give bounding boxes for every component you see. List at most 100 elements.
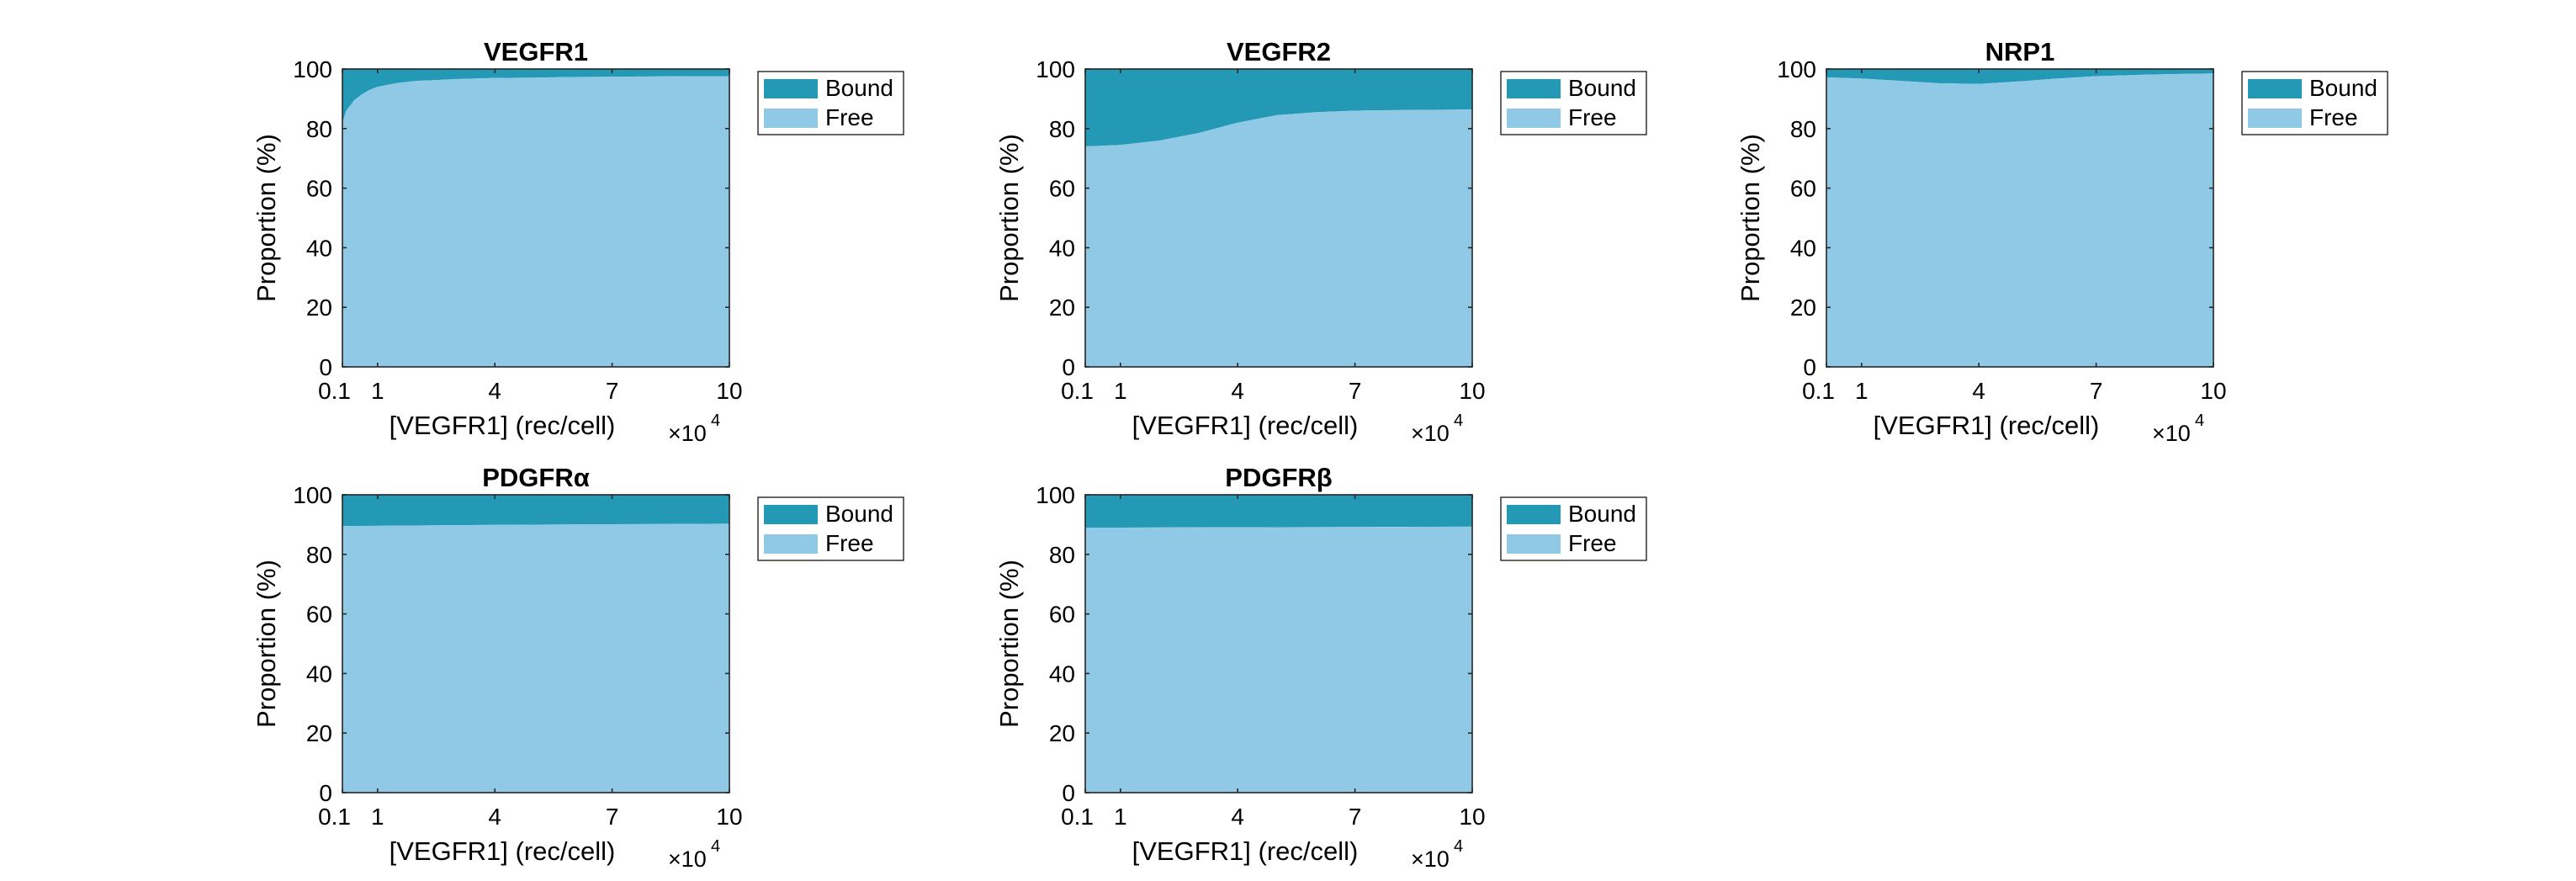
chart-title: PDGFRα — [482, 463, 590, 492]
y-tick-label: 40 — [1049, 661, 1075, 687]
legend-label-bound: Bound — [1568, 501, 1636, 527]
x-axis-multiplier-exponent: 4 — [711, 837, 720, 856]
legend-label-free: Free — [825, 104, 874, 130]
series-area-free — [1085, 526, 1472, 793]
y-tick-label: 100 — [293, 482, 332, 508]
x-tick-label: 1 — [1114, 804, 1127, 830]
chart-panel-3: 0 20 40 60 80 100 0.1 1 4 7 10 NRP1 [VEGFR1] (rec/ce… — [1736, 37, 2388, 446]
series-area-bound — [1085, 69, 1472, 147]
x-tick-label: 7 — [1349, 804, 1362, 830]
y-axis-label: Proportion (%) — [994, 134, 1024, 302]
legend-swatch-free — [764, 109, 818, 128]
y-tick-label: 20 — [1049, 295, 1075, 321]
x-axis-label: [VEGFR1] (rec/cell) — [1132, 411, 1359, 440]
y-tick-label: 60 — [1790, 176, 1816, 202]
x-axis-multiplier-exponent: 4 — [1454, 837, 1463, 856]
x-tick-label: 0.1 — [1061, 378, 1094, 404]
y-tick-label: 40 — [1049, 235, 1075, 261]
legend-label-free: Free — [1568, 104, 1617, 130]
x-tick-label: 4 — [1972, 378, 1985, 404]
x-axis-label: [VEGFR1] (rec/cell) — [1132, 836, 1359, 866]
legend-label-free: Free — [825, 530, 874, 556]
y-tick-label: 60 — [1049, 602, 1075, 628]
series-area-bound — [342, 495, 729, 527]
y-tick-label: 100 — [1036, 56, 1075, 82]
legend-swatch-bound — [1507, 505, 1561, 524]
x-tick-label: 7 — [2090, 378, 2103, 404]
y-tick-label: 40 — [1790, 235, 1816, 261]
x-tick-label: 4 — [488, 378, 501, 404]
x-tick-label: 4 — [488, 804, 501, 830]
chart-panel-5: 0 20 40 60 80 100 0.1 1 4 7 10 PDGFRβ [VEGFR1] (rec/… — [994, 463, 1647, 872]
x-tick-label: 0.1 — [318, 378, 351, 404]
y-tick-label: 40 — [306, 661, 332, 687]
legend-swatch-free — [1507, 109, 1561, 128]
chart-title: NRP1 — [1985, 37, 2055, 66]
legend-label-bound: Bound — [825, 75, 893, 101]
x-tick-label: 1 — [1114, 378, 1127, 404]
y-axis-label: Proportion (%) — [994, 560, 1024, 728]
y-tick-label: 100 — [293, 56, 332, 82]
legend: Bound Free — [1500, 71, 1647, 135]
y-tick-label: 60 — [306, 176, 332, 202]
y-tick-label: 0 — [319, 780, 332, 806]
x-tick-label: 0.1 — [1061, 804, 1094, 830]
x-axis-multiplier: ×10 — [668, 421, 707, 446]
legend-label-bound: Bound — [1568, 75, 1636, 101]
legend-label-bound: Bound — [825, 501, 893, 527]
x-tick-label: 1 — [371, 804, 384, 830]
legend-swatch-free — [1507, 534, 1561, 554]
y-tick-label: 0 — [1803, 354, 1816, 380]
legend: Bound Free — [757, 496, 904, 561]
series-area-bound — [342, 69, 729, 123]
y-tick-label: 100 — [1777, 56, 1816, 82]
y-tick-label: 60 — [1049, 176, 1075, 202]
x-axis-multiplier: ×10 — [2152, 421, 2191, 446]
x-tick-label: 10 — [716, 378, 742, 404]
legend: Bound Free — [2241, 71, 2388, 135]
y-tick-label: 20 — [1049, 720, 1075, 746]
legend-swatch-bound — [764, 505, 818, 524]
y-tick-label: 60 — [306, 602, 332, 628]
x-axis-multiplier: ×10 — [1411, 421, 1450, 446]
x-axis-label: [VEGFR1] (rec/cell) — [1874, 411, 2100, 440]
x-tick-label: 7 — [606, 378, 619, 404]
legend: Bound Free — [1500, 496, 1647, 561]
legend-swatch-bound — [764, 79, 818, 98]
x-tick-label: 10 — [1459, 378, 1485, 404]
x-tick-label: 10 — [1459, 804, 1485, 830]
y-tick-label: 100 — [1036, 482, 1075, 508]
y-tick-label: 0 — [1062, 780, 1075, 806]
legend-swatch-bound — [2248, 79, 2302, 98]
x-tick-label: 4 — [1231, 804, 1244, 830]
series-area-free — [1826, 73, 2213, 367]
y-tick-label: 80 — [1790, 116, 1816, 142]
plot-frame — [342, 494, 730, 793]
y-axis-label: Proportion (%) — [252, 560, 281, 728]
chart-title: PDGFRβ — [1225, 463, 1332, 492]
plot-frame — [1084, 494, 1473, 793]
legend-label-free: Free — [1568, 530, 1617, 556]
x-axis-multiplier-exponent: 4 — [2195, 411, 2204, 430]
legend-swatch-free — [764, 534, 818, 554]
y-tick-label: 40 — [306, 235, 332, 261]
series-area-bound — [1826, 69, 2213, 84]
y-tick-label: 80 — [306, 542, 332, 568]
y-axis-label: Proportion (%) — [1736, 134, 1765, 302]
chart-panel-4: 0 20 40 60 80 100 0.1 1 4 7 10 PDGFRα [VEGFR1] (rec/… — [252, 463, 904, 872]
chart-title: VEGFR2 — [1227, 37, 1331, 66]
plot-frame — [1826, 68, 2214, 368]
x-tick-label: 7 — [1349, 378, 1362, 404]
y-axis-label: Proportion (%) — [252, 134, 281, 302]
series-area-free — [342, 523, 729, 793]
chart-title: VEGFR1 — [484, 37, 588, 66]
legend-label-bound: Bound — [2309, 75, 2377, 101]
y-tick-label: 20 — [306, 295, 332, 321]
plot-frame — [1084, 68, 1473, 368]
x-axis-multiplier-exponent: 4 — [1454, 411, 1463, 430]
x-tick-label: 0.1 — [1802, 378, 1835, 404]
series-area-free — [342, 76, 729, 367]
series-area-bound — [1085, 495, 1472, 528]
